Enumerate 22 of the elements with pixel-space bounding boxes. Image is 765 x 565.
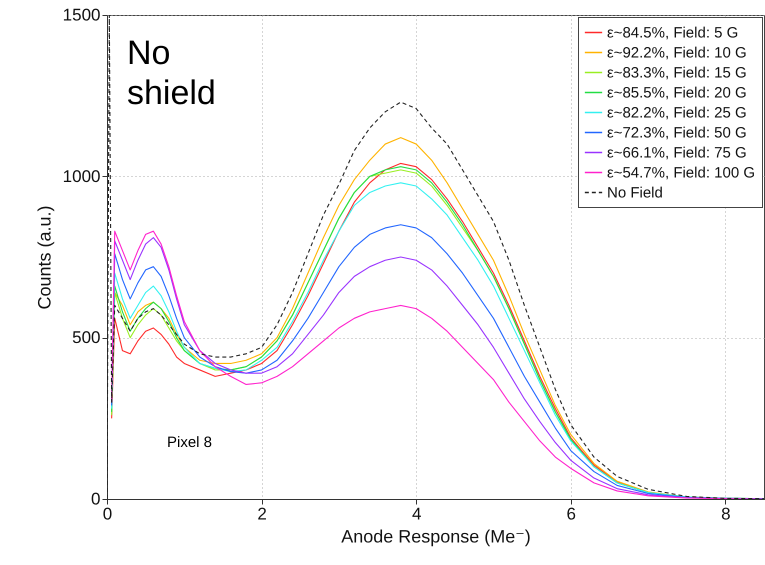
legend-label: ε~72.3%, Field: 50 G: [607, 124, 747, 142]
y-tick-label: 1000: [62, 166, 100, 186]
legend-label: ε~92.2%, Field: 10 G: [607, 44, 747, 62]
x-tick-label: 8: [721, 504, 731, 524]
legend-label: ε~84.5%, Field: 5 G: [607, 24, 738, 42]
x-tick-label: 0: [102, 504, 112, 524]
legend-label: ε~54.7%, Field: 100 G: [607, 164, 756, 182]
annotation: Pixel 8: [167, 434, 212, 451]
legend-label: ε~82.2%, Field: 25 G: [607, 104, 747, 122]
legend-label: ε~83.3%, Field: 15 G: [607, 64, 747, 82]
y-tick-label: 500: [72, 328, 100, 348]
x-tick-label: 4: [412, 504, 422, 524]
y-tick-label: 1500: [62, 6, 100, 24]
y-tick-label: 0: [91, 490, 100, 508]
legend-label: ε~66.1%, Field: 75 G: [607, 144, 747, 162]
x-axis-title: Anode Response (Me⁻): [341, 526, 531, 546]
legend-label: ε~85.5%, Field: 20 G: [607, 84, 747, 102]
x-tick-label: 6: [566, 504, 576, 524]
legend-label: No Field: [607, 184, 663, 202]
x-tick-label: 2: [257, 504, 267, 524]
annotation: No shield: [127, 34, 216, 112]
y-axis-title: Counts (a.u.): [34, 205, 55, 310]
